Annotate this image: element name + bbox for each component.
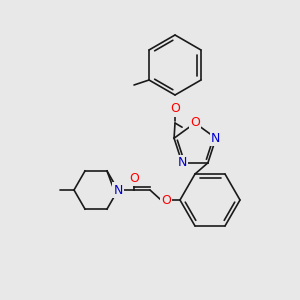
Text: O: O (190, 116, 200, 130)
Text: O: O (170, 103, 180, 116)
Text: N: N (113, 184, 123, 196)
Text: O: O (129, 172, 139, 184)
Text: O: O (161, 194, 171, 206)
Text: N: N (211, 132, 220, 145)
Text: N: N (177, 156, 187, 169)
